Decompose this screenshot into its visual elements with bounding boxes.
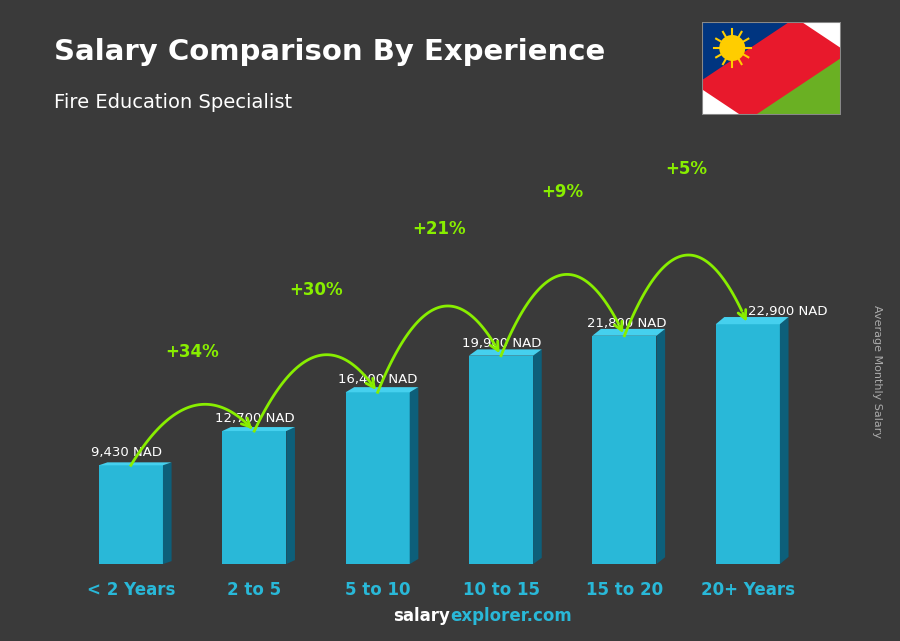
Text: +9%: +9% [542,183,584,201]
Text: 9,430 NAD: 9,430 NAD [92,446,162,460]
Bar [222,431,286,564]
Polygon shape [702,22,842,115]
Text: explorer.com: explorer.com [450,607,572,625]
Text: 22,900 NAD: 22,900 NAD [748,305,827,318]
Polygon shape [702,22,842,115]
Polygon shape [163,462,172,564]
Bar [469,356,533,564]
Polygon shape [469,349,542,356]
Polygon shape [716,317,788,324]
Text: salary: salary [393,607,450,625]
Text: +30%: +30% [289,281,343,299]
Polygon shape [702,22,842,115]
Polygon shape [592,329,665,336]
Polygon shape [702,22,842,115]
Bar [99,465,163,564]
Text: +34%: +34% [166,344,220,362]
Bar [346,392,410,564]
Polygon shape [222,427,295,431]
Bar [592,336,656,564]
Text: Average Monthly Salary: Average Monthly Salary [872,305,883,438]
Circle shape [719,35,745,61]
Polygon shape [780,317,788,564]
Text: 21,800 NAD: 21,800 NAD [588,317,667,329]
Polygon shape [286,427,295,564]
Text: 19,900 NAD: 19,900 NAD [462,337,541,349]
Polygon shape [533,349,542,564]
Circle shape [724,40,741,56]
Polygon shape [410,387,418,564]
Text: 12,700 NAD: 12,700 NAD [215,412,294,425]
Text: Salary Comparison By Experience: Salary Comparison By Experience [54,38,605,67]
Polygon shape [99,462,172,465]
Polygon shape [346,387,419,392]
Text: Fire Education Specialist: Fire Education Specialist [54,93,292,112]
Text: +21%: +21% [412,220,466,238]
Text: 16,400 NAD: 16,400 NAD [338,373,418,387]
Bar [716,324,780,564]
Text: +5%: +5% [665,160,707,178]
Polygon shape [656,329,665,564]
